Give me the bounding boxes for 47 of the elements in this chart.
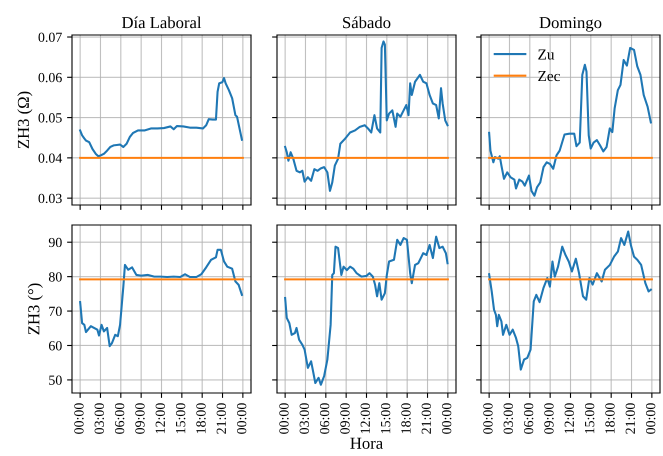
- x-tick-label: 06:00: [114, 403, 124, 434]
- y-tick-label: 80: [48, 272, 62, 282]
- x-tick-label: 09:00: [544, 403, 554, 434]
- y-tick-label: 0.07: [38, 32, 62, 42]
- x-tick-label: 18:00: [196, 403, 206, 434]
- y-axis-title: ZH3 (°): [28, 283, 43, 334]
- x-tick-label: 21:00: [626, 403, 636, 434]
- y-tick-label: 0.04: [38, 153, 62, 163]
- y-tick-label: 0.05: [38, 113, 62, 123]
- y-tick-label: 60: [48, 341, 62, 350]
- x-tick-label: 15:00: [380, 403, 390, 434]
- y-tick-label: 0.06: [38, 72, 62, 82]
- x-tick-label: 12:00: [360, 403, 370, 434]
- x-tick-label: 21:00: [422, 403, 432, 434]
- x-tick-label: 18:00: [605, 403, 615, 434]
- x-tick-label: 09:00: [135, 403, 145, 434]
- y-tick-label: 50: [49, 376, 62, 385]
- x-tick-label: 21:00: [216, 403, 226, 434]
- x-tick-label: 00:00: [442, 403, 452, 434]
- line-series: [79, 77, 243, 158]
- y-tick-label: 0.03: [38, 194, 62, 204]
- y-tick-label: 70: [49, 306, 62, 316]
- y-tick-label: 90: [48, 238, 62, 248]
- legend-label: Zec: [538, 71, 560, 82]
- chart-title: Domingo: [539, 17, 602, 32]
- x-tick-label: 00:00: [483, 403, 493, 434]
- x-tick-label: 09:00: [340, 403, 350, 434]
- x-tick-label: 00:00: [236, 403, 246, 434]
- chart-title: Sábado: [343, 16, 390, 28]
- x-tick-label: 15:00: [584, 403, 594, 434]
- x-axis-title: Hora: [350, 438, 383, 449]
- x-tick-label: 03:00: [300, 403, 310, 434]
- x-tick-label: 18:00: [401, 403, 411, 434]
- line-series: [79, 248, 243, 348]
- legend-label: Zu: [538, 49, 554, 60]
- x-tick-label: 15:00: [176, 403, 186, 434]
- x-tick-label: 03:00: [504, 403, 514, 434]
- x-tick-label: 03:00: [94, 403, 104, 434]
- x-tick-label: 12:00: [564, 403, 574, 434]
- x-tick-label: 06:00: [320, 403, 330, 434]
- x-tick-label: 12:00: [156, 403, 166, 434]
- x-tick-label: 00:00: [646, 403, 656, 434]
- x-tick-label: 00:00: [279, 403, 289, 434]
- x-tick-label: 06:00: [524, 403, 534, 434]
- y-axis-title: ZH3 (Ω): [17, 92, 32, 148]
- x-tick-label: 00:00: [74, 403, 84, 434]
- chart-title: Día Laboral: [122, 16, 202, 28]
